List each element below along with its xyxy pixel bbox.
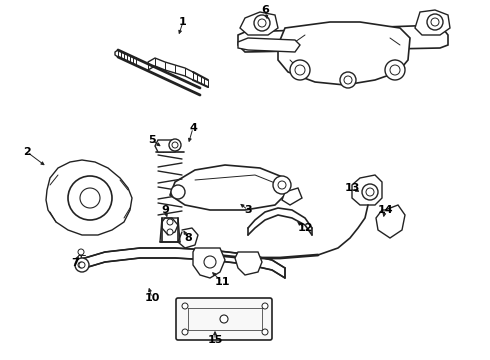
Text: 2: 2 (23, 147, 31, 157)
Polygon shape (235, 252, 262, 275)
Circle shape (78, 262, 84, 268)
Circle shape (75, 258, 89, 272)
Circle shape (80, 188, 100, 208)
Text: 14: 14 (377, 205, 393, 215)
Text: 7: 7 (71, 258, 79, 268)
Circle shape (79, 262, 85, 268)
Circle shape (167, 229, 173, 235)
Polygon shape (376, 205, 405, 238)
Circle shape (182, 303, 188, 309)
Circle shape (68, 176, 112, 220)
Circle shape (262, 329, 268, 335)
Polygon shape (160, 218, 180, 242)
Text: 12: 12 (297, 223, 313, 233)
Text: 10: 10 (145, 293, 160, 303)
Text: 1: 1 (179, 17, 187, 27)
Circle shape (344, 76, 352, 84)
Circle shape (295, 65, 305, 75)
Circle shape (258, 19, 266, 27)
Circle shape (204, 256, 216, 268)
Polygon shape (352, 175, 382, 205)
Circle shape (362, 184, 378, 200)
Text: 3: 3 (244, 205, 252, 215)
Text: 11: 11 (214, 277, 230, 287)
Text: 13: 13 (344, 183, 360, 193)
Circle shape (262, 303, 268, 309)
Circle shape (385, 60, 405, 80)
Polygon shape (238, 25, 448, 52)
Text: 15: 15 (207, 335, 222, 345)
Circle shape (169, 139, 181, 151)
Circle shape (182, 329, 188, 335)
FancyBboxPatch shape (176, 298, 272, 340)
Polygon shape (78, 248, 285, 278)
Circle shape (340, 72, 356, 88)
Polygon shape (240, 12, 278, 35)
Circle shape (278, 181, 286, 189)
Text: 9: 9 (161, 205, 169, 215)
Circle shape (220, 315, 228, 323)
Polygon shape (193, 248, 225, 278)
Circle shape (427, 14, 443, 30)
Circle shape (431, 18, 439, 26)
Polygon shape (282, 188, 302, 205)
Polygon shape (238, 38, 300, 52)
Circle shape (366, 188, 374, 196)
Text: 4: 4 (189, 123, 197, 133)
Circle shape (171, 185, 185, 199)
Circle shape (290, 60, 310, 80)
Polygon shape (155, 140, 178, 152)
Circle shape (390, 65, 400, 75)
Circle shape (78, 249, 84, 255)
Circle shape (273, 176, 291, 194)
Text: 5: 5 (148, 135, 156, 145)
Text: 6: 6 (261, 5, 269, 15)
Text: 8: 8 (184, 233, 192, 243)
Polygon shape (278, 22, 410, 85)
Circle shape (167, 219, 173, 225)
Circle shape (172, 142, 178, 148)
Circle shape (254, 15, 270, 31)
Polygon shape (415, 10, 450, 35)
Polygon shape (170, 165, 288, 210)
Polygon shape (46, 160, 132, 235)
